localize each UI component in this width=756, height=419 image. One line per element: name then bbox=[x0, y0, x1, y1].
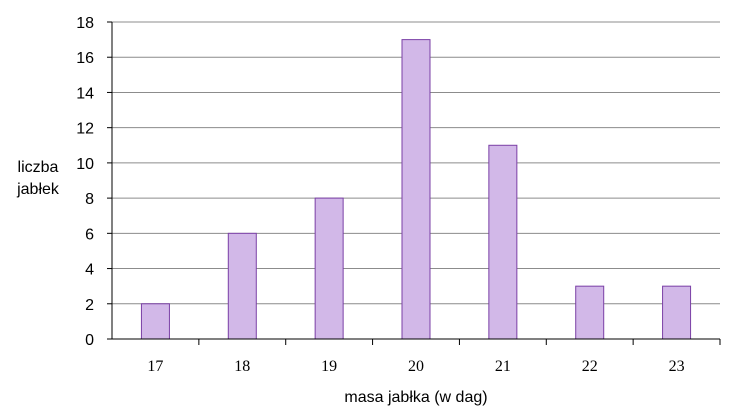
x-tick-label: 19 bbox=[321, 358, 337, 375]
x-tick-label: 22 bbox=[582, 358, 598, 375]
y-tick-label: 14 bbox=[76, 85, 94, 102]
y-tick-label: 6 bbox=[85, 226, 94, 243]
bar-22 bbox=[575, 285, 605, 340]
x-tick-label: 18 bbox=[234, 358, 250, 375]
bar-18 bbox=[227, 232, 257, 340]
bar-19 bbox=[314, 197, 344, 340]
x-tick-label: 21 bbox=[495, 358, 511, 375]
y-tick-label: 10 bbox=[76, 156, 94, 173]
y-tick-label: 0 bbox=[85, 332, 94, 349]
y-tick-label: 16 bbox=[76, 50, 94, 67]
x-axis-label: masa jabłka (w dag) bbox=[344, 389, 487, 406]
x-tick-label: 23 bbox=[669, 358, 685, 375]
bar-20 bbox=[401, 39, 431, 340]
y-tick-label: 12 bbox=[76, 121, 94, 138]
axes bbox=[107, 21, 721, 345]
x-tick-label: 20 bbox=[408, 358, 424, 375]
y-tick-label: 8 bbox=[85, 191, 94, 208]
bar-21 bbox=[488, 144, 518, 340]
y-tick-labels: 0 2 4 6 8 10 12 14 16 18 bbox=[76, 15, 94, 349]
y-axis-label-line-2: jabłek bbox=[16, 181, 60, 198]
y-tick-label: 18 bbox=[76, 15, 94, 32]
x-tick-labels: 17 18 19 20 21 22 23 bbox=[147, 358, 684, 375]
bar-17 bbox=[140, 303, 170, 340]
x-tick-label: 17 bbox=[147, 358, 163, 375]
y-tick-label: 2 bbox=[85, 297, 94, 314]
bar-23 bbox=[662, 285, 692, 340]
bars bbox=[140, 39, 692, 340]
y-axis-label-line-1: liczba bbox=[18, 159, 59, 176]
y-tick-label: 4 bbox=[85, 262, 94, 279]
